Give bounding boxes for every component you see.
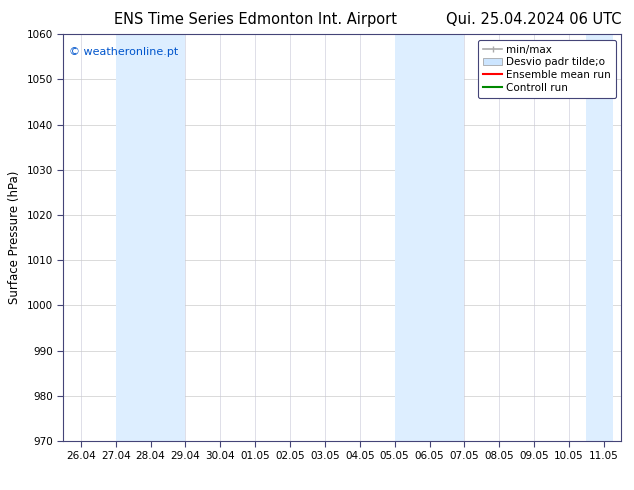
Bar	[586, 34, 612, 441]
Y-axis label: Surface Pressure (hPa): Surface Pressure (hPa)	[8, 171, 21, 304]
Bar	[429, 34, 464, 441]
Bar	[150, 34, 185, 441]
Legend: min/max, Desvio padr tilde;o, Ensemble mean run, Controll run: min/max, Desvio padr tilde;o, Ensemble m…	[478, 40, 616, 98]
Text: Qui. 25.04.2024 06 UTC: Qui. 25.04.2024 06 UTC	[446, 12, 621, 27]
Bar	[394, 34, 429, 441]
Bar	[116, 34, 151, 441]
Text: © weatheronline.pt: © weatheronline.pt	[69, 47, 178, 56]
Text: ENS Time Series Edmonton Int. Airport: ENS Time Series Edmonton Int. Airport	[114, 12, 397, 27]
